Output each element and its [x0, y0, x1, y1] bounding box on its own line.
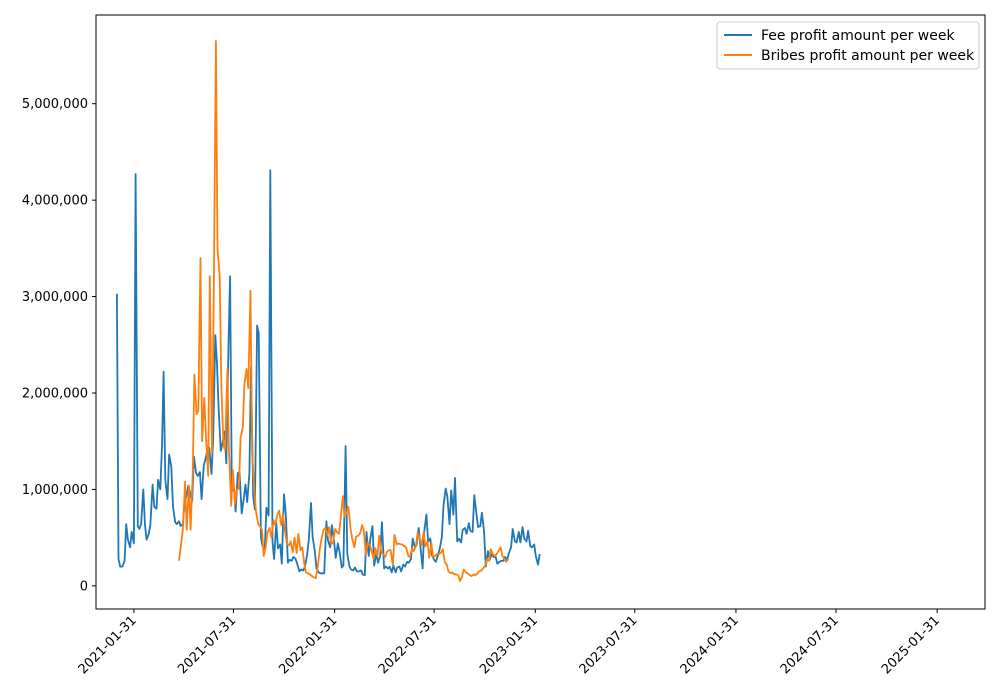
y-tick-label: 1,000,000	[22, 483, 88, 498]
y-tick-label: 5,000,000	[22, 97, 88, 112]
y-tick-label: 3,000,000	[22, 290, 88, 305]
series-layer	[116, 40, 541, 582]
legend-box	[716, 21, 980, 70]
legend-label-fee: Fee profit amount per week	[761, 28, 955, 44]
y-axis: 0 1,000,000 2,000,000 3,000,000 4,000,000 5,0…	[22, 97, 96, 594]
legend-label-bribes: Bribes profit amount per week	[761, 48, 975, 64]
legend: Fee profit amount per week Bribes profit…	[716, 21, 980, 70]
y-tick-label: 4,000,000	[22, 194, 88, 209]
series-line-bribes	[178, 40, 510, 582]
y-tick-label: 0	[80, 579, 88, 594]
y-tick-label: 2,000,000	[22, 387, 88, 402]
plot-frame	[95, 14, 986, 610]
